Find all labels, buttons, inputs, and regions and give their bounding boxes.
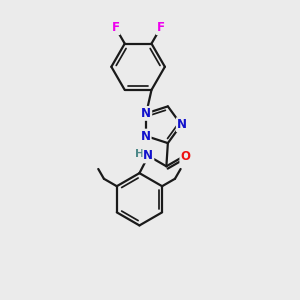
Text: F: F [157,21,165,34]
Text: N: N [177,118,187,131]
Text: N: N [143,149,153,162]
Text: N: N [141,107,151,120]
Text: N: N [141,130,151,142]
Text: O: O [180,150,190,163]
Text: F: F [112,21,119,34]
Text: H: H [135,148,145,158]
